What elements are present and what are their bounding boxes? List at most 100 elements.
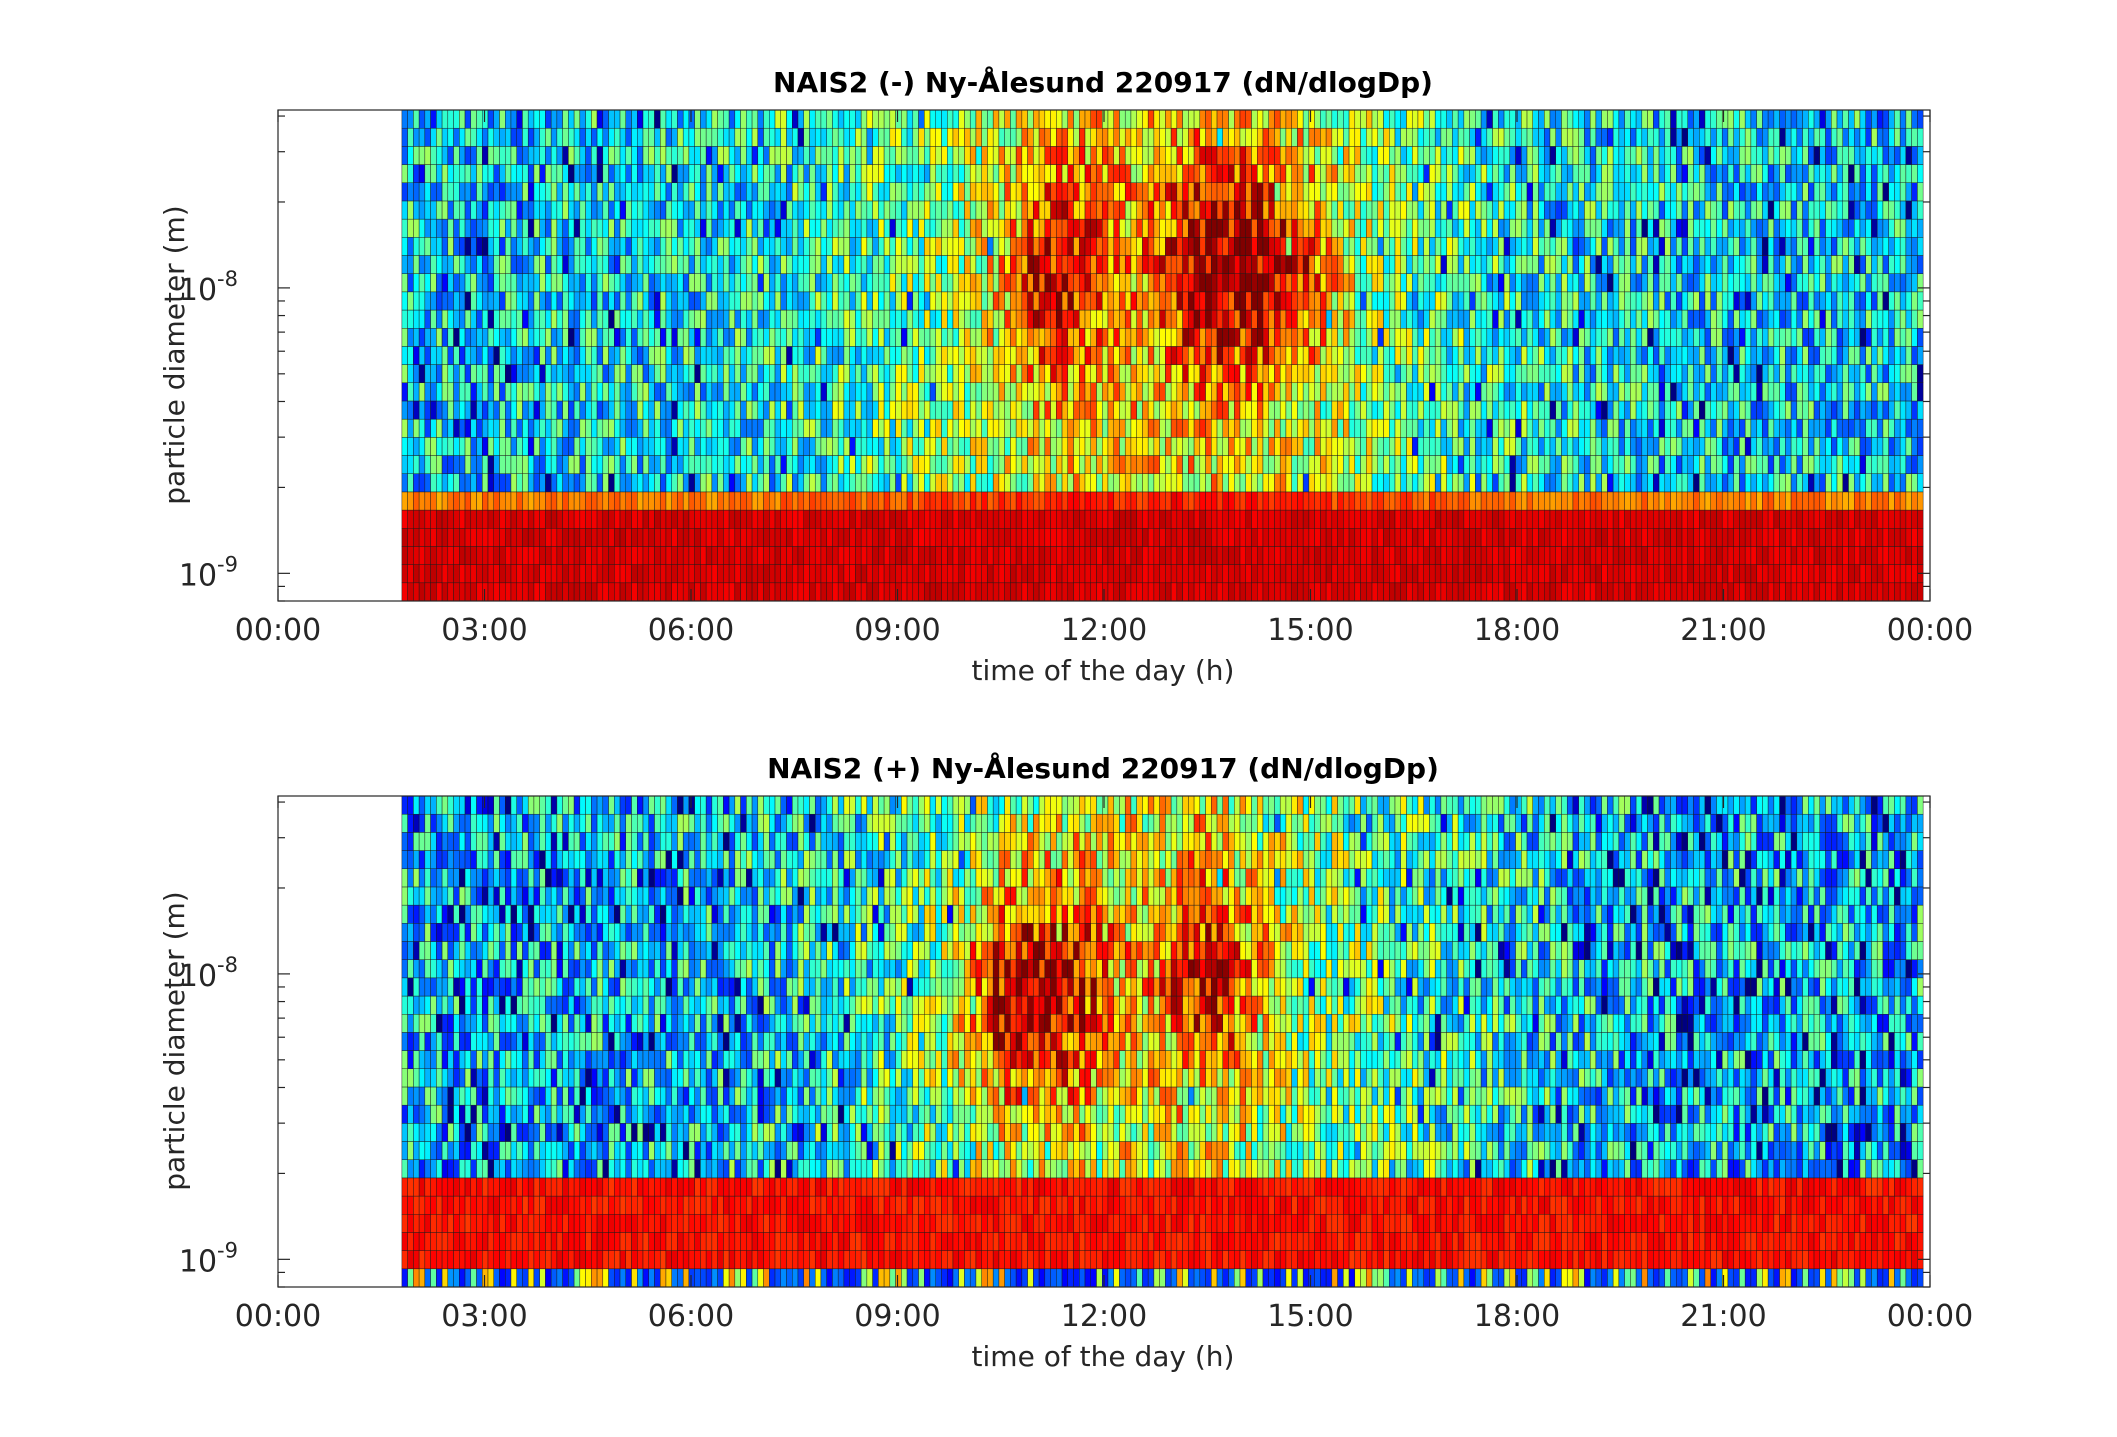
heatmap-cell: [1182, 491, 1189, 511]
heatmap-cell: [837, 327, 845, 347]
heatmap-cell: [711, 182, 718, 202]
heatmap-cell: [1182, 218, 1189, 238]
heatmap-cell: [1337, 546, 1344, 565]
heatmap-cell: [1257, 109, 1264, 129]
heatmap-cell: [682, 382, 690, 402]
heatmap-cell: [1222, 327, 1229, 347]
heatmap-cell: [539, 437, 546, 456]
heatmap-cell: [505, 364, 512, 384]
heatmap-cell: [1205, 255, 1212, 274]
heatmap-cell: [1027, 382, 1034, 402]
heatmap-cell: [1360, 564, 1367, 584]
heatmap-cell: [705, 400, 713, 420]
heatmap-cell: [1176, 455, 1183, 474]
heatmap-cell: [1446, 491, 1453, 511]
heatmap-cell: [401, 291, 408, 311]
heatmap-cell: [1308, 327, 1315, 347]
heatmap-cell: [1291, 437, 1298, 456]
heatmap-cell: [539, 582, 546, 602]
heatmap-cell: [1360, 127, 1367, 147]
heatmap-cell: [682, 200, 690, 220]
heatmap-cell: [901, 255, 908, 274]
heatmap-cell: [1262, 528, 1269, 547]
heatmap-cell: [1423, 327, 1430, 347]
heatmap-cell: [1038, 491, 1046, 511]
heatmap-cell: [809, 364, 816, 384]
heatmap-cell: [654, 200, 661, 220]
heatmap-cell: [1090, 109, 1097, 129]
heatmap-cell: [1044, 109, 1051, 129]
heatmap-cell: [929, 164, 936, 183]
heatmap-cell: [1325, 273, 1333, 293]
heatmap-cell: [1142, 382, 1149, 402]
heatmap-cell: [1302, 273, 1310, 293]
heatmap-cell: [1400, 528, 1407, 547]
heatmap-cell: [1165, 473, 1172, 493]
heatmap-cell: [1050, 455, 1057, 474]
heatmap-cell: [958, 582, 965, 602]
heatmap-cell: [774, 237, 781, 256]
heatmap-cell: [705, 382, 713, 402]
heatmap-cell: [648, 346, 655, 365]
heatmap-cell: [1285, 364, 1292, 384]
heatmap-cell: [1222, 237, 1229, 256]
heatmap-cell: [912, 382, 919, 402]
heatmap-cell: [860, 273, 868, 293]
heatmap-cells: [401, 109, 1924, 602]
heatmap-cell: [889, 546, 896, 565]
heatmap-cell: [734, 218, 741, 238]
heatmap-cell: [1182, 564, 1189, 584]
heatmap-cell: [878, 109, 885, 129]
heatmap-cell: [814, 364, 822, 384]
heatmap-cell: [912, 364, 919, 384]
heatmap-cell: [1079, 473, 1086, 493]
heatmap-cell: [1291, 273, 1298, 293]
heatmap-cell: [688, 528, 695, 547]
heatmap-cell: [1176, 418, 1183, 438]
heatmap-cell: [1004, 309, 1011, 329]
heatmap-cell: [969, 327, 977, 347]
heatmap-cell: [751, 346, 759, 365]
heatmap-cell: [430, 164, 437, 183]
heatmap-cell: [1406, 400, 1413, 420]
heatmap-cell: [1440, 164, 1447, 183]
heatmap-cell: [545, 273, 552, 293]
heatmap-cell: [487, 400, 494, 420]
heatmap-cell: [832, 146, 839, 165]
heatmap-cell: [855, 309, 862, 329]
heatmap-cell: [1107, 455, 1114, 474]
heatmap-cell: [809, 309, 816, 329]
heatmap-cell: [585, 455, 592, 474]
heatmap-cell: [1251, 127, 1258, 147]
heatmap-cell: [464, 400, 472, 420]
heatmap-cell: [625, 218, 632, 238]
heatmap-cell: [740, 164, 747, 183]
heatmap-cell: [843, 400, 850, 420]
heatmap-cell: [952, 255, 959, 274]
heatmap-cell: [872, 309, 879, 329]
heatmap-cell: [1170, 182, 1178, 202]
heatmap-cell: [1113, 346, 1120, 365]
heatmap-cell: [1343, 291, 1350, 311]
heatmap-cell: [1061, 400, 1069, 420]
heatmap-cell: [1107, 164, 1114, 183]
heatmap-cell: [1446, 582, 1453, 602]
heatmap-cell: [1331, 218, 1338, 238]
heatmap-cell: [803, 346, 810, 365]
heatmap-cell: [763, 309, 770, 329]
heatmap-cell: [935, 582, 942, 602]
heatmap-cell: [688, 255, 695, 274]
heatmap-cell: [1389, 528, 1396, 547]
heatmap-cell: [1142, 255, 1149, 274]
heatmap-cell: [837, 364, 845, 384]
heatmap-cell: [1165, 418, 1172, 438]
heatmap-cell: [809, 346, 816, 365]
heatmap-cell: [1010, 200, 1017, 220]
heatmap-cell: [780, 327, 787, 347]
heatmap-cell: [837, 528, 845, 547]
heatmap-cell: [918, 164, 925, 183]
heatmap-cell: [895, 473, 902, 493]
heatmap-cell: [1038, 327, 1046, 347]
heatmap-cell: [803, 473, 810, 493]
heatmap-cell: [539, 291, 546, 311]
